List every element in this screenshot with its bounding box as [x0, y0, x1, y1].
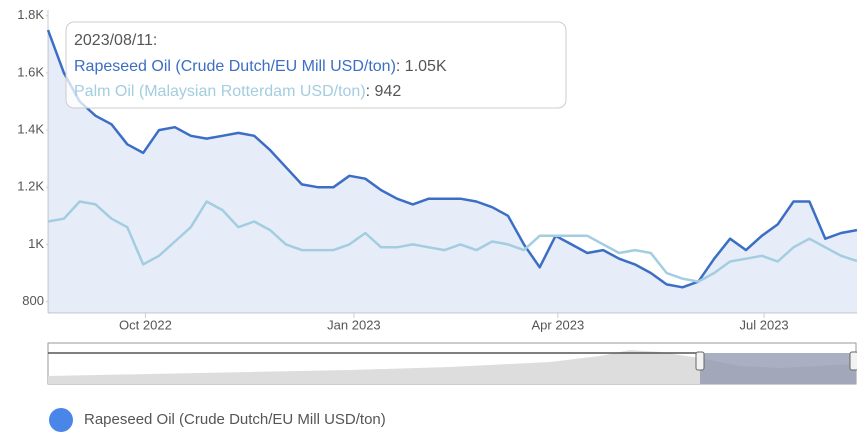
navigator-selection[interactable]: [700, 353, 856, 384]
navigator-area: [48, 350, 856, 384]
legend: Rapeseed Oil (Crude Dutch/EU Mill USD/to…: [49, 408, 386, 432]
y-tick-label: 1.8K: [17, 7, 44, 22]
tooltip-line: Palm Oil (Malaysian Rotterdam USD/ton): …: [74, 83, 401, 100]
tooltip-line: Rapeseed Oil (Crude Dutch/EU Mill USD/to…: [74, 58, 447, 75]
legend-label: Rapeseed Oil (Crude Dutch/EU Mill USD/to…: [84, 411, 386, 428]
y-tick-label: 1.4K: [17, 121, 44, 136]
tooltip-separator: :: [366, 83, 370, 100]
y-tick-label: 1K: [28, 236, 44, 251]
y-tick-label: 1.2K: [17, 179, 44, 194]
tooltip-separator: :: [396, 58, 400, 75]
navigator-handle[interactable]: [849, 351, 857, 371]
tooltip-value: 1.05K: [405, 58, 447, 75]
x-tick-label: Jan 2023: [327, 317, 381, 332]
tooltip-box: [65, 21, 567, 109]
series-line: [46, 29, 857, 289]
x-tick-label: Apr 2023: [531, 317, 584, 332]
tooltip-series: Rapeseed Oil (Crude Dutch/EU Mill USD/to…: [74, 58, 396, 75]
tooltip-series: Palm Oil (Malaysian Rotterdam USD/ton): [74, 83, 366, 100]
tooltip: 2023/08/11: Rapeseed Oil (Crude Dutch/EU…: [65, 21, 567, 109]
y-tick-label: 800: [22, 293, 44, 308]
navigator: [47, 342, 857, 385]
x-tick-label: Jul 2023: [740, 317, 789, 332]
tooltip-title: 2023/08/11:: [74, 32, 157, 49]
x-tick-label: Oct 2022: [119, 317, 172, 332]
series-area: [48, 30, 857, 313]
navigator-handle[interactable]: [695, 351, 705, 371]
y-tick-label: 1.6K: [17, 64, 44, 79]
tooltip-value: 942: [375, 83, 402, 100]
series-line: [47, 200, 857, 283]
legend-swatch: [49, 408, 73, 432]
